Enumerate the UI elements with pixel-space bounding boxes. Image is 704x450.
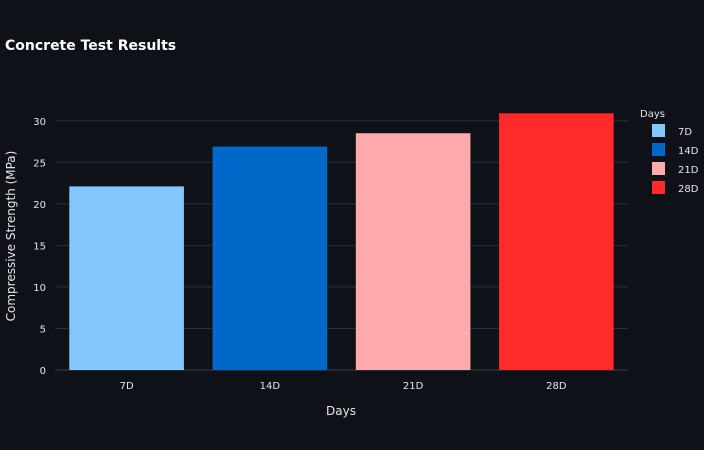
y-tick-label: 10: [33, 283, 46, 294]
x-axis-ticks: 7D 14D 21D 28D: [120, 381, 567, 392]
bar-21d[interactable]: [355, 133, 471, 370]
legend-swatch: [652, 181, 665, 194]
x-tick-label: 14D: [260, 381, 281, 392]
bar-14d[interactable]: [212, 146, 328, 370]
legend-label[interactable]: 14D: [678, 146, 699, 157]
y-axis-title: Compressive Strength (MPa): [4, 151, 18, 322]
y-tick-label: 20: [33, 200, 46, 211]
legend-label[interactable]: 7D: [678, 127, 692, 138]
y-tick-label: 5: [40, 324, 46, 335]
bars: [69, 113, 614, 371]
x-tick-label: 21D: [403, 381, 424, 392]
legend-label[interactable]: 21D: [678, 165, 699, 176]
bar-28d[interactable]: [499, 113, 614, 371]
bar-7d[interactable]: [69, 186, 184, 370]
legend-label[interactable]: 28D: [678, 184, 699, 195]
x-tick-label: 7D: [120, 381, 134, 392]
chart-title: Concrete Test Results: [5, 38, 176, 54]
y-tick-label: 25: [33, 158, 46, 169]
legend-swatch: [652, 143, 665, 156]
legend-swatch: [652, 162, 665, 175]
x-axis-title: Days: [326, 404, 356, 418]
legend: Days 7D 14D 21D 28D: [640, 109, 699, 195]
y-tick-label: 30: [33, 117, 46, 128]
legend-items: 7D 14D 21D 28D: [652, 124, 699, 195]
legend-swatch: [652, 124, 665, 137]
y-tick-label: 15: [33, 241, 46, 252]
y-axis-ticks: 0 5 10 15 20 25 30: [33, 117, 46, 377]
legend-title: Days: [640, 109, 665, 120]
y-tick-label: 0: [40, 366, 46, 377]
x-tick-label: 28D: [546, 381, 567, 392]
